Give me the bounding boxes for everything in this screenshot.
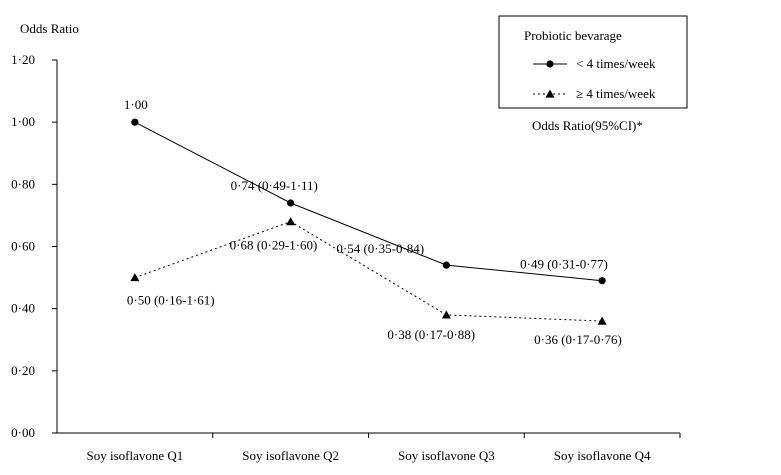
y-tick-label: 1·20 bbox=[11, 52, 35, 67]
legend-marker-triangle bbox=[545, 89, 555, 98]
series-line-2 bbox=[134, 221, 603, 322]
legend-title: Probiotic bevarage bbox=[524, 28, 622, 43]
data-label: 1·00 bbox=[124, 97, 148, 112]
y-axis-title: Odds Ratio bbox=[20, 21, 79, 36]
data-labels: 1·00 0·74 (0·49-1·11) 0·54 (0·35-0·84) 0·49… bbox=[124, 97, 622, 347]
x-category-label: Soy isoflavone Q3 bbox=[398, 448, 495, 463]
series-point-triangle bbox=[286, 217, 296, 226]
data-label: 0·74 (0·49-1·11) bbox=[231, 178, 318, 193]
series-point-circle bbox=[442, 261, 450, 269]
data-label: 0·38 (0·17-0·88) bbox=[387, 327, 475, 342]
y-tick-label: 1·00 bbox=[11, 114, 35, 129]
y-tick-label: 0·40 bbox=[11, 301, 35, 316]
data-label: 0·50 (0·16-1·61) bbox=[127, 293, 215, 308]
legend: Probiotic bevarage < 4 times/week ≥ 4 tim… bbox=[498, 15, 688, 109]
series-point-circle bbox=[287, 199, 295, 207]
series-layer bbox=[130, 118, 607, 325]
legend-item-label: ≥ 4 times/week bbox=[576, 86, 656, 101]
legend-item-label: < 4 times/week bbox=[576, 56, 656, 71]
series-line-1 bbox=[134, 121, 603, 282]
y-tick-label: 0·20 bbox=[11, 363, 35, 378]
series-point-triangle bbox=[441, 310, 451, 319]
data-label: 0·54 (0·35-0·84) bbox=[336, 241, 424, 256]
data-label: 0·68 (0·29-1·60) bbox=[230, 238, 318, 253]
chart-note: Odds Ratio(95%CI)* bbox=[532, 118, 643, 133]
y-ticks: 0·00 0·20 0·40 0·60 0·80 1·00 1·20 bbox=[11, 52, 57, 440]
y-tick-label: 0·80 bbox=[11, 176, 35, 191]
series-point-circle bbox=[131, 118, 139, 126]
series-point-triangle bbox=[130, 273, 140, 282]
x-categories: Soy isoflavone Q1 Soy isoflavone Q2 Soy is… bbox=[86, 433, 681, 463]
data-label: 0·36 (0·17-0·76) bbox=[534, 332, 622, 347]
data-label: 0·49 (0·31-0·77) bbox=[520, 257, 608, 272]
legend-box bbox=[498, 15, 688, 109]
y-tick-label: 0·00 bbox=[11, 425, 35, 440]
legend-marker-circle bbox=[546, 60, 554, 68]
x-category-label: Soy isoflavone Q1 bbox=[86, 448, 183, 463]
x-category-label: Soy isoflavone Q2 bbox=[242, 448, 339, 463]
x-category-label: Soy isoflavone Q4 bbox=[554, 448, 651, 463]
y-tick-label: 0·60 bbox=[11, 239, 35, 254]
series-point-triangle bbox=[597, 316, 607, 325]
series-point-circle bbox=[598, 277, 606, 285]
